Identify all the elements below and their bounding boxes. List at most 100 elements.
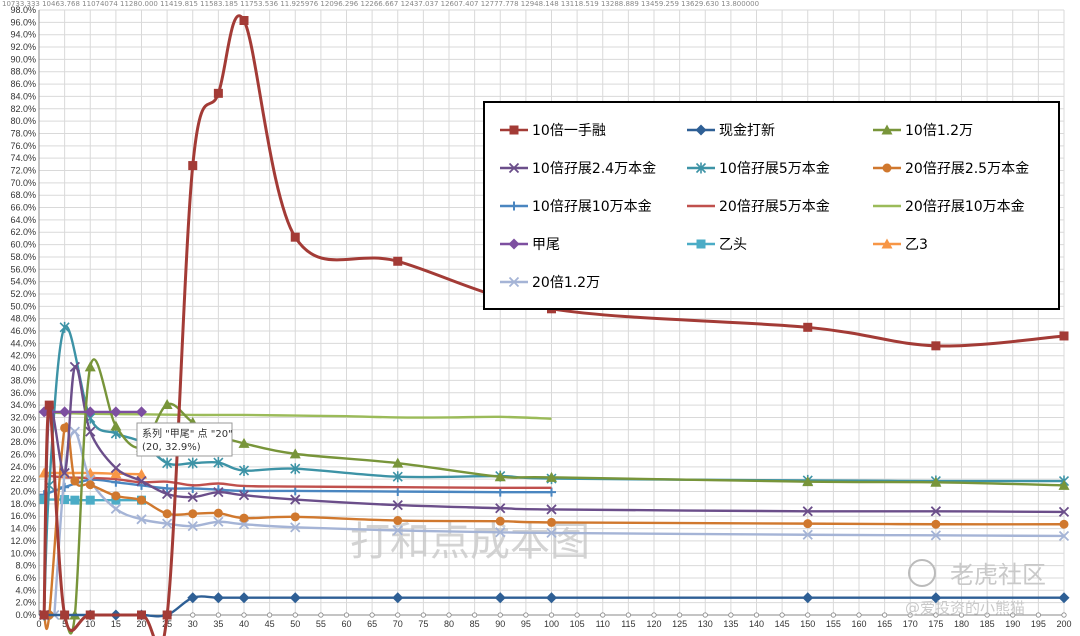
data-point	[290, 522, 301, 533]
data-point	[212, 592, 224, 604]
data-point	[494, 592, 506, 604]
x-axis: 0 5 10 15 20 25 30 35 40 45 50 55 60 65 70 75 80 85 90 95 10…	[36, 619, 1071, 629]
y-tick-label: 46.0%	[10, 326, 36, 336]
data-point	[495, 516, 505, 526]
data-point	[59, 321, 70, 333]
baseline-marker	[625, 612, 631, 618]
data-point	[495, 487, 505, 497]
legend-marker	[509, 125, 519, 135]
x-tick-label: 105	[570, 619, 585, 629]
y-tick-label: 68.0%	[10, 190, 36, 200]
x-tick-label: 55	[316, 619, 326, 629]
baseline-marker	[856, 612, 862, 618]
y-tick-label: 88.0%	[10, 67, 36, 77]
legend-marker	[881, 124, 893, 135]
legend-label: 10倍1.2万	[905, 123, 973, 139]
legend-label: 10倍孖展10万本金	[532, 199, 652, 215]
data-point	[930, 506, 942, 517]
y-tick-label: 14.0%	[10, 524, 36, 534]
tooltip-series-point: 系列 "甲尾" 点 "20"	[142, 427, 233, 440]
data-point	[85, 610, 95, 620]
data-point	[931, 519, 941, 529]
baseline-marker	[267, 612, 273, 618]
x-tick-label: 50	[290, 619, 300, 629]
y-tick-label: 28.0%	[10, 437, 36, 447]
x-tick-label: 85	[470, 619, 480, 629]
baseline-marker	[728, 612, 734, 618]
legend-label: 20倍孖展10万本金	[905, 199, 1025, 215]
y-tick-label: 58.0%	[10, 252, 36, 262]
legend-item: 10倍孖展2.4万本金	[500, 161, 656, 177]
y-tick-label: 86.0%	[10, 79, 36, 89]
legend-marker	[696, 239, 706, 249]
y-tick-label: 92.0%	[10, 42, 36, 52]
y-tick-label: 4.0%	[15, 585, 36, 595]
baseline-marker	[574, 612, 580, 618]
x-tick-label: 5	[62, 619, 67, 629]
y-tick-label: 50.0%	[10, 301, 36, 311]
data-point	[393, 487, 403, 497]
data-point	[111, 491, 121, 501]
y-tick-label: 32.0%	[10, 412, 36, 422]
data-point	[547, 517, 556, 527]
baseline-marker	[600, 612, 606, 618]
data-point	[392, 499, 403, 511]
data-point	[136, 468, 147, 479]
data-point	[495, 503, 506, 514]
data-point	[161, 488, 173, 500]
baseline-marker	[395, 612, 401, 618]
data-point	[213, 508, 223, 518]
data-point	[187, 491, 198, 503]
data-point	[930, 530, 942, 541]
y-tick-label: 76.0%	[10, 141, 36, 151]
data-point	[85, 426, 96, 437]
legend-item: 20倍孖展10万本金	[873, 199, 1025, 215]
data-point	[1059, 519, 1069, 529]
y-tick-label: 24.0%	[10, 462, 36, 472]
legend-label: 乙3	[905, 237, 928, 253]
data-point	[546, 504, 557, 515]
data-point	[162, 483, 172, 493]
data-point	[110, 420, 122, 431]
data-point	[60, 610, 70, 620]
series-line	[44, 411, 552, 420]
data-point	[213, 88, 223, 98]
data-point	[70, 476, 80, 486]
x-tick-label: 145	[775, 619, 790, 629]
y-tick-label: 84.0%	[10, 91, 36, 101]
x-tick-label: 160	[851, 619, 866, 629]
x-tick-label: 170	[903, 619, 918, 629]
data-point	[546, 471, 557, 482]
y-tick-label: 48.0%	[10, 314, 36, 324]
legend-marker	[881, 238, 893, 249]
series-3	[38, 361, 1070, 621]
legend-item: 10倍孖展5万本金	[687, 161, 830, 177]
baseline-marker	[318, 612, 324, 618]
data-point	[392, 457, 404, 468]
legend-marker	[508, 238, 520, 250]
brand-name: 老虎社区	[950, 561, 1046, 589]
legend-item: 10倍孖展10万本金	[500, 199, 652, 215]
baseline-marker	[420, 612, 426, 618]
data-point	[213, 457, 224, 469]
x-tick-label: 115	[621, 619, 635, 629]
x-tick-label: 90	[495, 619, 505, 629]
data-point	[39, 495, 49, 505]
x-tick-label: 100	[544, 619, 559, 629]
baseline-marker	[702, 612, 708, 618]
x-tick-label: 195	[1031, 619, 1046, 629]
data-point	[930, 592, 942, 604]
baseline-marker	[497, 612, 503, 618]
y-tick-label: 42.0%	[10, 351, 36, 361]
series-line	[42, 422, 1065, 630]
x-tick-label: 70	[393, 619, 403, 629]
baseline-marker	[241, 612, 247, 618]
data-point	[392, 525, 403, 536]
data-point	[289, 592, 301, 604]
data-point	[495, 527, 506, 538]
data-point	[239, 486, 249, 496]
baseline-marker	[651, 612, 657, 618]
data-point	[802, 592, 814, 604]
data-point	[290, 494, 301, 505]
